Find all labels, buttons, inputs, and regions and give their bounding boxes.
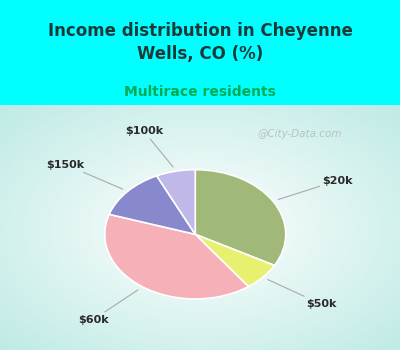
Text: Income distribution in Cheyenne
Wells, CO (%): Income distribution in Cheyenne Wells, C… <box>48 22 352 63</box>
Text: $20k: $20k <box>278 176 353 199</box>
Text: $50k: $50k <box>268 280 336 309</box>
Wedge shape <box>195 170 286 265</box>
Text: Multirace residents: Multirace residents <box>124 85 276 99</box>
Text: $150k: $150k <box>46 160 123 189</box>
Text: $100k: $100k <box>125 126 173 167</box>
Wedge shape <box>195 234 274 287</box>
Text: $60k: $60k <box>78 290 138 325</box>
Wedge shape <box>105 214 248 299</box>
Wedge shape <box>157 170 195 234</box>
Wedge shape <box>109 176 195 234</box>
Text: @City-Data.com: @City-Data.com <box>258 130 342 139</box>
